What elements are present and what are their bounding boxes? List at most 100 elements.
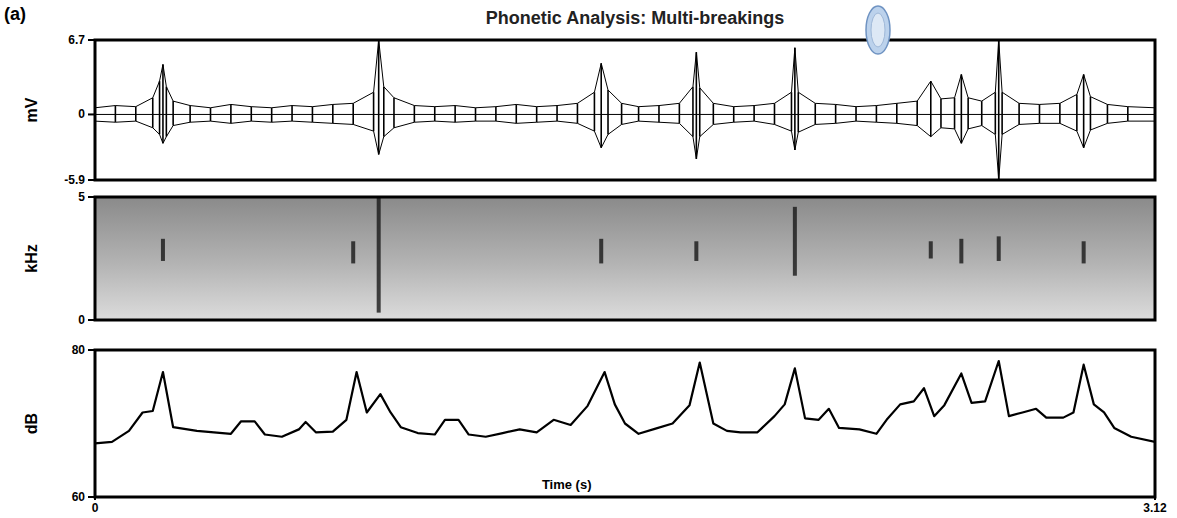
x-tick — [94, 497, 96, 500]
y-tick — [88, 196, 95, 198]
waveform-range — [713, 103, 715, 124]
waveform-range — [1018, 103, 1020, 124]
intensity-line — [95, 361, 1155, 443]
waveform-range — [638, 107, 640, 121]
plot-frame — [95, 197, 1155, 320]
waveform-range — [332, 104, 334, 123]
panel-label: (a) — [4, 4, 26, 24]
waveform-range — [961, 74, 963, 143]
waveform-range — [291, 106, 293, 122]
waveform-range — [230, 104, 232, 123]
waveform-range — [1107, 104, 1109, 123]
y-tick — [88, 319, 95, 321]
waveform-range — [162, 64, 164, 143]
y-tick-label: -5.9 — [64, 173, 85, 187]
y-tick-label: 0 — [78, 313, 85, 327]
y-axis-title: mV — [23, 97, 40, 122]
waveform-range — [1001, 92, 1003, 134]
waveform-range — [916, 101, 918, 125]
y-tick-label: 0 — [78, 107, 85, 121]
spectral-event — [793, 207, 797, 276]
waveform-range — [271, 108, 273, 122]
plot-frame — [95, 350, 1155, 497]
x-tick-label: 3.12 — [1143, 501, 1167, 515]
plot-background — [95, 40, 1155, 180]
y-tick — [88, 179, 95, 181]
y-tick — [88, 349, 95, 351]
spectral-event — [997, 236, 1001, 261]
waveform-range — [930, 81, 932, 137]
waveform-range — [166, 87, 168, 137]
waveform-range — [814, 103, 816, 124]
waveform-upper — [95, 40, 1155, 108]
waveform-range — [954, 98, 956, 129]
spectral-event — [959, 239, 963, 264]
y-tick — [88, 113, 95, 115]
waveform-range — [373, 92, 375, 131]
waveform-range — [699, 88, 701, 137]
icon-disk-inner — [871, 13, 885, 47]
y-tick — [88, 39, 95, 41]
waveform-range — [600, 63, 602, 147]
waveform-range — [115, 106, 117, 123]
waveform-range — [152, 98, 154, 128]
spectral-event — [694, 241, 698, 261]
y-tick-label: 6.7 — [68, 33, 85, 47]
waveform-range — [515, 104, 517, 123]
waveform-range — [577, 103, 579, 123]
waveform-range — [594, 92, 596, 131]
spectral-event — [929, 241, 933, 258]
spectral-event — [351, 241, 355, 263]
waveform-range — [896, 103, 898, 123]
title: Phonetic Analysis: Multi-breakings — [486, 8, 784, 28]
spectral-event — [377, 197, 381, 313]
waveform-range — [1039, 104, 1041, 123]
y-tick-label: 80 — [72, 343, 86, 357]
x-tick — [1154, 497, 1156, 500]
waveform-range — [658, 106, 660, 123]
waveform-range — [1076, 94, 1078, 131]
waveform-range — [967, 98, 969, 129]
spectral-event — [161, 239, 165, 261]
waveform-range — [414, 106, 416, 123]
waveform-range — [797, 92, 799, 132]
waveform-range — [621, 103, 623, 124]
plot-frame — [95, 40, 1155, 180]
waveform-range — [774, 103, 776, 124]
waveform-range — [855, 107, 857, 121]
x-tick-label: 0 — [92, 501, 99, 515]
waveform-range — [250, 107, 252, 121]
waveform-range — [607, 90, 609, 134]
waveform-range — [692, 87, 694, 137]
x-axis-title: Time (s) — [542, 477, 592, 492]
y-tick-label: 5 — [78, 190, 85, 204]
waveform-range — [556, 106, 558, 122]
waveform-range — [159, 81, 161, 134]
waveform-range — [454, 106, 456, 123]
spectral-event — [1082, 241, 1086, 263]
waveform-range — [753, 106, 755, 122]
waveform-range — [835, 104, 837, 123]
spectral-event — [599, 239, 603, 264]
waveform-range — [352, 103, 354, 124]
waveform-range — [378, 40, 380, 154]
waveform-range — [794, 48, 796, 150]
waveform-range — [1059, 103, 1061, 123]
waveform-lower — [95, 121, 1155, 180]
marks — [161, 197, 1086, 313]
waveform-range — [434, 107, 436, 121]
icon — [866, 6, 890, 54]
icon-disk — [866, 6, 890, 54]
plot-background — [95, 197, 1155, 320]
waveform-range — [1083, 74, 1085, 147]
waveform-range — [940, 99, 942, 128]
y-axis-title: dB — [23, 413, 40, 434]
marks — [95, 40, 1155, 180]
waveform-range — [696, 52, 698, 159]
figure: -5.9 0 6.7 mV Phonetic Analysis: Multi-break… — [0, 0, 1177, 518]
waveform-range — [995, 92, 997, 134]
waveform-range — [876, 106, 878, 123]
waveform-range — [998, 40, 1000, 180]
waveform-range — [393, 98, 395, 128]
waveform-range — [189, 106, 191, 123]
